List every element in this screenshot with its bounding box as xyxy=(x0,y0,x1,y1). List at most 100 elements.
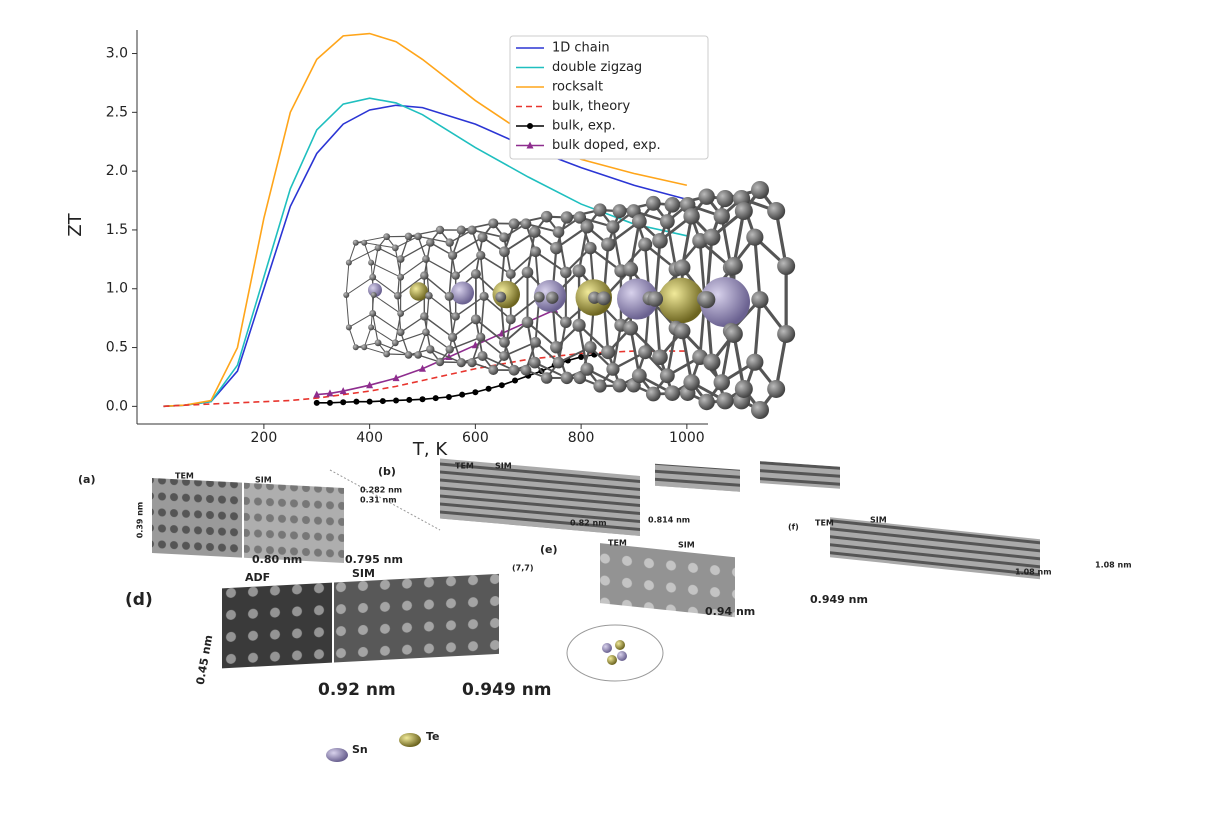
c-atom xyxy=(572,264,586,278)
legend-label: double zigzag xyxy=(552,60,642,75)
bond xyxy=(475,318,505,343)
bond xyxy=(423,315,454,338)
c-atom xyxy=(374,244,382,252)
c-atom xyxy=(508,218,520,230)
point xyxy=(498,382,505,389)
c-atom xyxy=(479,291,489,301)
panel-label: (b) xyxy=(378,465,396,478)
dimension: 0.795 nm xyxy=(345,553,403,566)
dimension: 0.39 nm xyxy=(136,502,145,539)
label: SIM xyxy=(255,476,272,485)
sn-atom xyxy=(617,278,658,320)
bond xyxy=(417,332,427,356)
c-atom xyxy=(674,259,691,276)
nanotube-illustration xyxy=(343,181,796,419)
legend-label: bulk doped, exp. xyxy=(552,138,661,153)
c-atom xyxy=(552,226,565,238)
c-atom xyxy=(716,392,734,410)
c-atom xyxy=(580,220,594,234)
c-atom xyxy=(396,328,405,337)
c-atom xyxy=(573,371,587,385)
point xyxy=(459,391,466,398)
bond xyxy=(653,240,662,300)
bond xyxy=(448,296,454,338)
c-atom xyxy=(560,316,572,329)
bond xyxy=(577,226,589,272)
c-atom xyxy=(476,250,486,260)
c-atom xyxy=(451,271,460,280)
bond xyxy=(611,324,623,370)
atom xyxy=(617,651,627,661)
c-atom xyxy=(361,239,368,246)
bond xyxy=(503,319,512,357)
bond xyxy=(400,258,427,278)
c-atom xyxy=(623,261,639,277)
bond xyxy=(483,295,512,320)
y-tick-label: 2.0 xyxy=(106,163,128,179)
dimension: 1.08 nm xyxy=(1015,568,1052,577)
bond xyxy=(455,295,485,317)
sn-icon xyxy=(326,748,348,762)
bond xyxy=(408,229,441,238)
x-tick-label: 800 xyxy=(568,430,595,446)
c-atom xyxy=(560,371,574,385)
bond xyxy=(510,296,540,321)
dimension: 0.282 nm xyxy=(360,486,402,495)
c-atom xyxy=(368,259,375,266)
c-atom xyxy=(530,336,541,348)
c-atom xyxy=(422,255,430,263)
c-atom xyxy=(467,357,477,368)
c-atom xyxy=(606,362,620,376)
c-atom xyxy=(343,292,350,298)
bond xyxy=(363,242,372,263)
bond xyxy=(400,315,425,333)
c-atom xyxy=(612,378,627,393)
c-atom xyxy=(601,237,616,252)
bond xyxy=(425,331,451,350)
label: TEM xyxy=(608,539,627,548)
panel-label: (f) xyxy=(788,523,799,532)
bond xyxy=(611,226,623,272)
c-atom xyxy=(767,379,786,398)
c-atom xyxy=(499,350,510,361)
c-atom xyxy=(369,273,377,281)
c-atom xyxy=(404,232,413,241)
c-atom xyxy=(499,246,510,258)
x-tick-label: 400 xyxy=(356,430,383,446)
bond xyxy=(372,247,379,278)
c-atom xyxy=(352,344,359,351)
c-atom xyxy=(560,211,574,224)
point xyxy=(485,385,492,392)
bond xyxy=(355,342,379,348)
c-atom xyxy=(746,228,764,246)
bond xyxy=(629,327,641,377)
bond xyxy=(348,327,357,348)
c-atom xyxy=(361,344,368,351)
bond xyxy=(461,222,494,231)
c-atom xyxy=(724,257,743,276)
c-atom xyxy=(645,195,661,211)
c-atom xyxy=(550,341,563,354)
bond xyxy=(418,235,450,244)
c-atom xyxy=(520,364,532,376)
series-line xyxy=(163,350,687,408)
c-atom xyxy=(404,351,413,359)
c-atom xyxy=(445,345,454,354)
x-axis-label: T, K xyxy=(412,439,448,460)
c-atom xyxy=(422,328,430,337)
c-atom xyxy=(345,259,352,266)
label: (7,7) xyxy=(512,564,533,573)
bond xyxy=(363,327,372,348)
c-atom xyxy=(606,220,620,234)
c-atom xyxy=(495,291,507,303)
legend-label: bulk, theory xyxy=(552,99,631,114)
legend-marker xyxy=(527,123,533,129)
c-atom xyxy=(652,349,668,365)
y-tick-label: 1.0 xyxy=(106,281,128,297)
c-atom xyxy=(716,189,734,208)
c-atom xyxy=(698,393,715,411)
bond xyxy=(753,299,762,363)
c-atom xyxy=(546,291,559,304)
point xyxy=(472,389,479,396)
